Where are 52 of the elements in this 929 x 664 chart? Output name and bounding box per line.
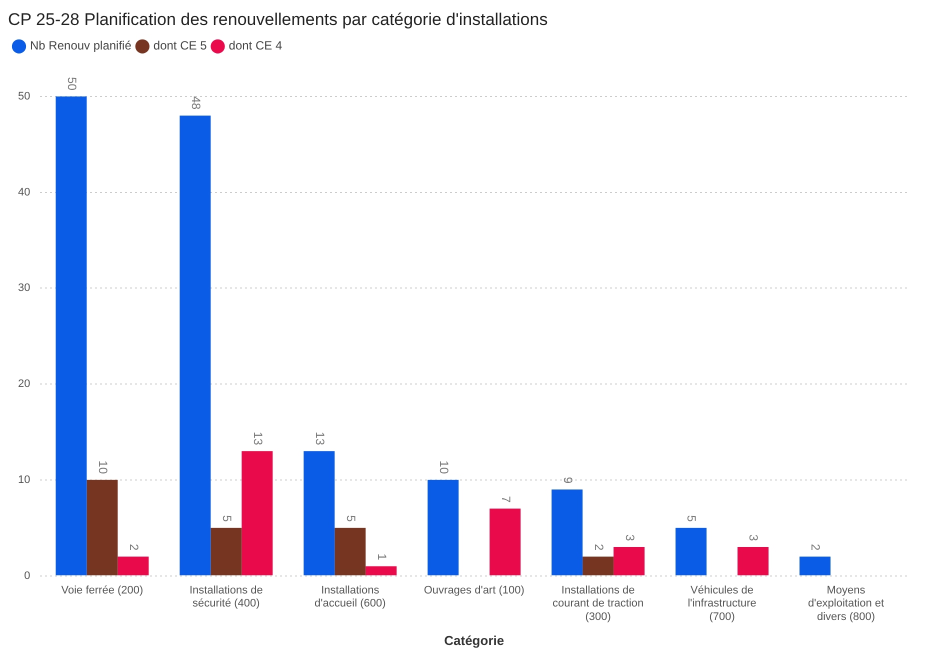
- data-label: 5: [344, 515, 358, 522]
- data-label: 2: [126, 544, 141, 551]
- chart-title: CP 25-28 Planification des renouvellements par catégorie d'installations: [8, 10, 548, 29]
- legend-label: dont CE 5: [153, 38, 208, 53]
- bar: [366, 566, 397, 576]
- bar: [304, 451, 335, 576]
- data-label: 9: [560, 476, 575, 484]
- y-tick-label: 10: [18, 474, 30, 486]
- bar: [56, 96, 87, 576]
- bar: [118, 556, 149, 576]
- data-label: 13: [312, 432, 327, 446]
- y-tick-label: 20: [18, 378, 30, 390]
- bar: [738, 547, 769, 576]
- legend-label: dont CE 4: [228, 38, 282, 53]
- data-label: 2: [808, 544, 823, 551]
- data-label: 7: [498, 496, 513, 503]
- y-tick-label: 0: [24, 570, 30, 582]
- x-tick-label: Véhicules de l'infrastructure (700): [688, 584, 756, 623]
- bar: [800, 556, 831, 576]
- data-label: 10: [96, 460, 110, 474]
- bar: [490, 508, 521, 576]
- data-label: 10: [436, 460, 451, 474]
- bar: [180, 116, 211, 576]
- y-tick-label: 30: [18, 282, 30, 294]
- data-label: 1: [374, 554, 389, 561]
- x-tick-label: Moyens d'exploitation et divers (800): [808, 584, 884, 623]
- x-tick-label: Installations de sécurité (400): [189, 584, 263, 610]
- bar: [428, 480, 459, 576]
- x-tick-label: Installations d'accueil (600): [314, 584, 386, 610]
- data-label: 50: [64, 77, 79, 91]
- data-label: 2: [592, 544, 606, 551]
- data-label: 48: [188, 96, 203, 110]
- data-label: 5: [684, 515, 699, 522]
- bar: [210, 528, 242, 576]
- bar: [676, 528, 707, 576]
- bar: [242, 451, 273, 576]
- x-tick-label: Voie ferrée (200): [61, 584, 144, 596]
- data-label: 3: [746, 534, 761, 542]
- y-tick-label: 40: [18, 186, 30, 198]
- bar: [614, 547, 645, 576]
- data-label: 13: [250, 432, 265, 446]
- x-tick-label: Installations de courant de traction (300): [552, 584, 644, 623]
- bar: [552, 490, 583, 576]
- bar: [582, 556, 614, 576]
- data-label: 3: [622, 534, 637, 542]
- x-tick-label: Ouvrages d'art (100): [424, 584, 524, 596]
- bar: [334, 528, 366, 576]
- x-axis-title: Catégorie: [444, 632, 504, 648]
- data-label: 5: [220, 515, 234, 522]
- legend-label: Nb Renouv planifié: [30, 38, 132, 53]
- y-tick-label: 50: [18, 90, 30, 102]
- bar: [86, 480, 118, 576]
